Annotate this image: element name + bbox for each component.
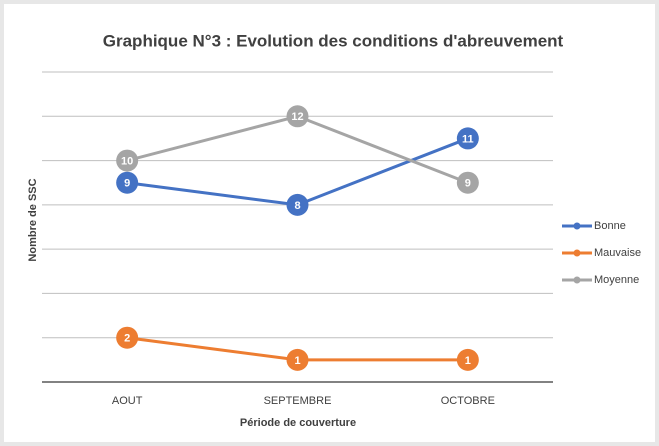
data-point <box>456 171 479 194</box>
data-label: 8 <box>294 200 300 212</box>
data-point <box>116 326 139 349</box>
data-label: 11 <box>462 133 474 145</box>
data-label: 1 <box>294 355 300 367</box>
data-label: 12 <box>291 111 303 123</box>
data-point <box>286 348 309 371</box>
data-label: 9 <box>124 178 130 190</box>
data-label: 1 <box>465 355 471 367</box>
data-point <box>456 348 479 371</box>
chart-area <box>4 4 655 442</box>
x-axis-label: Période de couverture <box>240 417 356 429</box>
legend-marker <box>573 276 581 284</box>
legend-label: Moyenne <box>594 274 639 286</box>
x-tick-label: AOUT <box>112 395 143 407</box>
x-tick-label: SEPTEMBRE <box>264 395 332 407</box>
data-label: 10 <box>121 155 133 167</box>
data-point <box>116 149 139 172</box>
data-point <box>286 193 309 216</box>
legend-label: Bonne <box>594 220 626 232</box>
legend-label: Mauvaise <box>594 247 641 259</box>
data-label: 9 <box>465 178 471 190</box>
legend-marker <box>573 222 581 230</box>
legend-marker <box>573 249 581 257</box>
data-point <box>456 127 479 150</box>
data-point <box>116 171 139 194</box>
x-tick-label: OCTOBRE <box>441 395 495 407</box>
data-label: 2 <box>124 333 130 345</box>
data-point <box>286 105 309 128</box>
chart-title: Graphique N°3 : Evolution des conditions… <box>103 31 564 50</box>
y-axis-label: Nombre de SSC <box>27 178 39 261</box>
